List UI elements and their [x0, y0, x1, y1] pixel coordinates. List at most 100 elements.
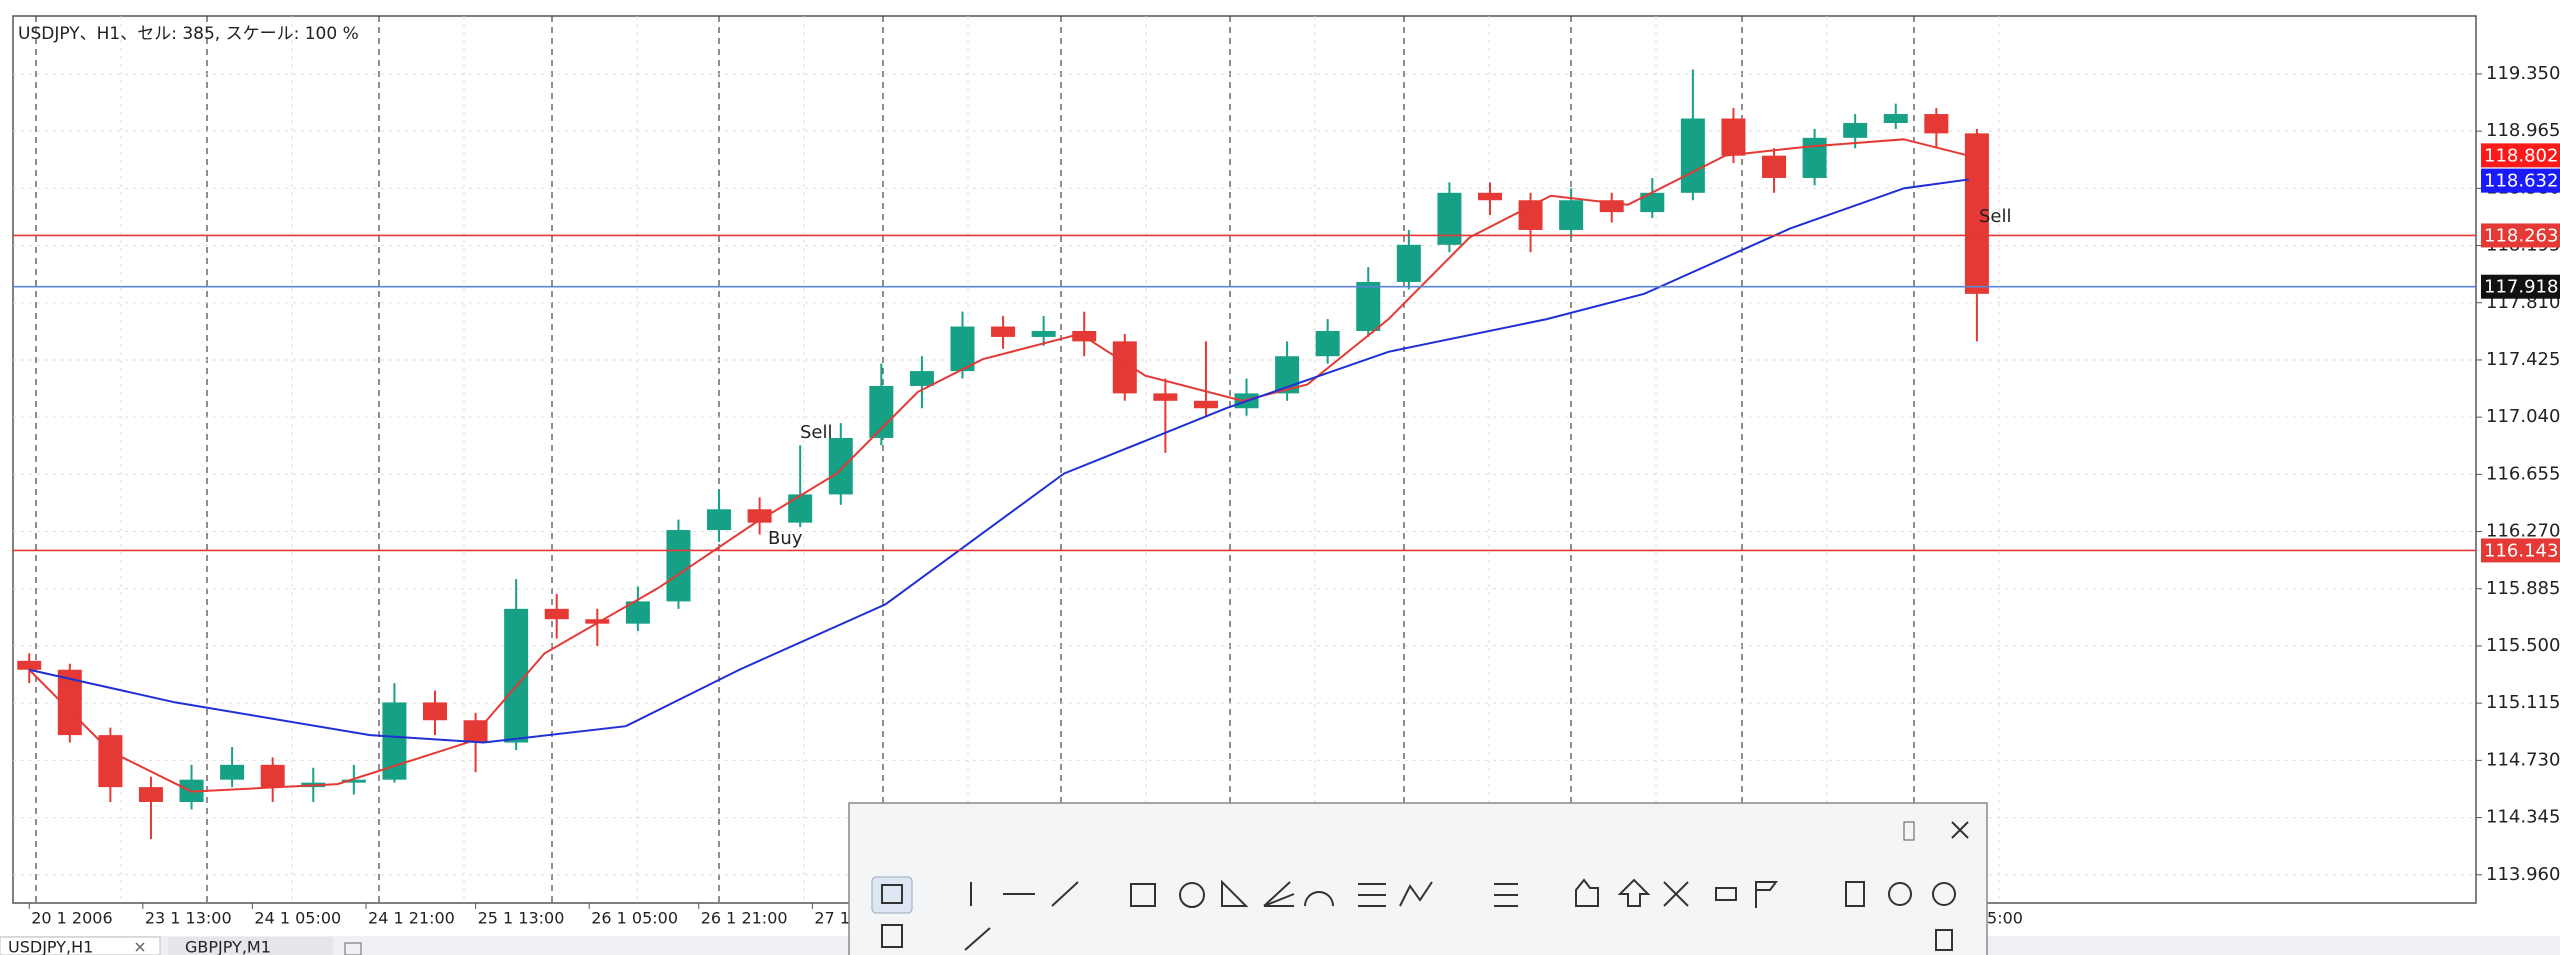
candle-body — [341, 779, 366, 783]
plot-frame — [12, 15, 2477, 904]
x-tick-label: 24 1 21:00 — [368, 909, 455, 928]
tool-icon[interactable] — [1845, 881, 1865, 907]
y-tick-label: 115.115 — [2486, 692, 2560, 713]
new-tab[interactable] — [344, 942, 362, 955]
candle-body — [950, 326, 975, 372]
y-tick-label: 115.500 — [2486, 635, 2560, 656]
x-tick-label: 26 1 05:00 — [591, 909, 678, 928]
y-tick-label: 118.965 — [2486, 120, 2560, 141]
candle-body — [1315, 330, 1340, 357]
tool-icon[interactable] — [1130, 883, 1156, 907]
marks — [13, 69, 2476, 840]
tool-icon[interactable] — [1935, 929, 1953, 951]
candle-body — [585, 619, 610, 624]
x-tick-label: 5:00 — [1987, 909, 2023, 928]
tool-icon[interactable] — [1888, 882, 1912, 906]
tab-label[interactable]: USDJPY,H1 — [8, 938, 93, 955]
candle-body — [1762, 155, 1787, 178]
tool-icon[interactable] — [881, 924, 903, 948]
tool-icon[interactable] — [1494, 883, 1518, 907]
moving-average — [28, 138, 1970, 793]
toolbar-panel — [848, 802, 1988, 955]
candle-body — [1924, 114, 1949, 134]
candle-body — [1518, 200, 1543, 230]
candle-body — [1031, 330, 1056, 337]
y-tick-label: 115.885 — [2486, 578, 2560, 599]
candle-body — [1356, 281, 1381, 331]
candle-body — [1883, 114, 1908, 123]
candle-body — [220, 764, 245, 780]
y-tick-label: 114.730 — [2486, 749, 2560, 770]
candle-body — [1437, 192, 1462, 245]
tool-icon[interactable] — [1617, 878, 1651, 907]
tool-icon[interactable] — [1179, 882, 1205, 908]
candle-body — [707, 509, 732, 531]
candle-body — [1843, 122, 1868, 138]
candle-body — [1559, 200, 1584, 230]
x-tick-label: 26 1 21:00 — [701, 909, 788, 928]
chart-title: USDJPY、H1、セル: 385, スケール: 100 % — [18, 24, 359, 44]
tool-icon[interactable] — [1575, 878, 1599, 907]
x-tick-label: 25 1 13:00 — [478, 909, 565, 928]
candle-body — [260, 764, 285, 788]
y-tick-label: 119.350 — [2486, 63, 2560, 84]
tab-close[interactable] — [135, 942, 145, 952]
moving-average — [29, 178, 1969, 744]
candle-body — [747, 509, 772, 523]
tab-label[interactable]: GBPJPY,M1 — [185, 938, 271, 955]
tool-icon[interactable] — [1663, 881, 1689, 907]
candle-body — [909, 371, 934, 386]
x-tick-label: 23 1 13:00 — [145, 909, 232, 928]
annotation: Sell — [1979, 206, 2012, 227]
tool-icon[interactable] — [1755, 881, 1778, 908]
tool-icon[interactable] — [1263, 881, 1295, 907]
candle-body — [1599, 200, 1624, 213]
tool-icon[interactable] — [1051, 881, 1079, 907]
candle-body — [625, 601, 650, 624]
candle-body — [828, 437, 853, 495]
price-tag-label: 116.143 — [2484, 540, 2558, 561]
toolbar-close[interactable] — [1951, 821, 1969, 839]
tool-icon[interactable] — [1399, 881, 1433, 907]
candle-body — [666, 530, 691, 602]
candle-body — [1477, 192, 1502, 201]
y-tick-label: 117.425 — [2486, 349, 2560, 370]
tool-icon[interactable] — [1932, 882, 1956, 906]
candle-body — [544, 608, 569, 620]
candle-body — [1193, 400, 1218, 409]
candle-body — [1721, 118, 1746, 156]
toolbar-pin[interactable] — [1903, 821, 1915, 841]
y-tick-label: 116.270 — [2486, 521, 2560, 542]
candle-body — [1964, 133, 1989, 294]
tab[interactable] — [0, 936, 161, 955]
tool-icon[interactable] — [1221, 879, 1249, 907]
candle-body — [1153, 393, 1178, 401]
price-tag — [2481, 274, 2560, 299]
candle-body — [1802, 137, 1827, 178]
candle-body — [788, 494, 813, 523]
x-tick-label: 27 1 — [814, 909, 850, 928]
price-tag — [2481, 223, 2560, 248]
drawing-toolbar — [848, 802, 1988, 955]
y-tick-label: 117.040 — [2486, 406, 2560, 427]
tab[interactable] — [168, 937, 333, 955]
axis: 119.350118.965118.580118.195117.810117.4… — [28, 63, 2560, 928]
tool-button[interactable] — [871, 876, 913, 914]
price-tag — [2481, 143, 2560, 168]
tool-icon[interactable] — [1358, 883, 1386, 907]
price-tag-label: 118.263 — [2484, 225, 2558, 246]
annotation: Sell — [800, 422, 833, 443]
tool-icon[interactable] — [964, 927, 991, 951]
y-tick-label: 113.960 — [2486, 864, 2560, 885]
price-tag-label: 117.918 — [2484, 277, 2558, 298]
candle-body — [138, 787, 163, 802]
price-tag-label: 118.802 — [2484, 145, 2558, 166]
tool-icon[interactable] — [1304, 891, 1334, 907]
price-tag — [2481, 168, 2560, 193]
y-tick-label: 116.655 — [2486, 463, 2560, 484]
candle-body — [1680, 118, 1705, 193]
tool-icon[interactable] — [881, 884, 903, 904]
tool-icon[interactable] — [1715, 887, 1737, 901]
